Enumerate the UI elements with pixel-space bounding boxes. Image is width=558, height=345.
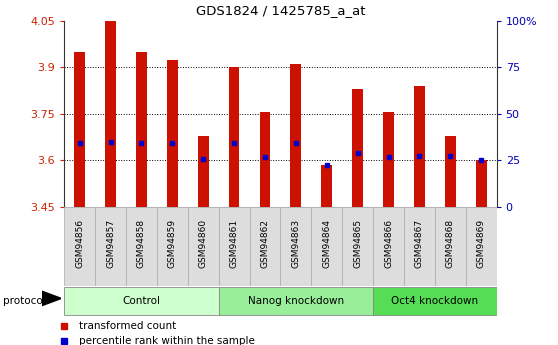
- Text: GSM94863: GSM94863: [291, 219, 300, 268]
- Bar: [167, 60, 177, 207]
- Text: protocol: protocol: [3, 296, 46, 306]
- Bar: [383, 112, 394, 207]
- Bar: [373, 207, 404, 286]
- Text: GSM94865: GSM94865: [353, 219, 362, 268]
- Text: Control: Control: [122, 296, 160, 306]
- Text: GSM94858: GSM94858: [137, 219, 146, 268]
- Bar: [259, 112, 271, 207]
- Bar: [126, 207, 157, 286]
- Bar: [290, 64, 301, 207]
- Bar: [219, 207, 249, 286]
- Text: Oct4 knockdown: Oct4 knockdown: [391, 296, 478, 306]
- Text: GSM94861: GSM94861: [229, 219, 239, 268]
- Bar: [136, 52, 147, 207]
- Text: transformed count: transformed count: [79, 321, 176, 331]
- Title: GDS1824 / 1425785_a_at: GDS1824 / 1425785_a_at: [196, 4, 365, 17]
- Text: GSM94856: GSM94856: [75, 219, 84, 268]
- Bar: [373, 287, 497, 315]
- Polygon shape: [42, 291, 61, 306]
- Bar: [404, 207, 435, 286]
- Bar: [95, 207, 126, 286]
- Text: GSM94867: GSM94867: [415, 219, 424, 268]
- Bar: [64, 287, 219, 315]
- Bar: [466, 207, 497, 286]
- Text: GSM94859: GSM94859: [168, 219, 177, 268]
- Text: GSM94869: GSM94869: [477, 219, 485, 268]
- Bar: [187, 207, 219, 286]
- Text: GSM94862: GSM94862: [261, 219, 270, 268]
- Bar: [105, 21, 116, 207]
- Text: GSM94857: GSM94857: [106, 219, 115, 268]
- Bar: [352, 89, 363, 207]
- Text: GSM94860: GSM94860: [199, 219, 208, 268]
- Bar: [74, 52, 85, 207]
- Bar: [321, 165, 332, 207]
- Bar: [157, 207, 187, 286]
- Text: percentile rank within the sample: percentile rank within the sample: [79, 336, 255, 345]
- Bar: [342, 207, 373, 286]
- Bar: [435, 207, 466, 286]
- Text: GSM94864: GSM94864: [322, 219, 331, 268]
- Bar: [229, 67, 239, 207]
- Bar: [311, 207, 342, 286]
- Bar: [198, 136, 209, 207]
- Bar: [414, 86, 425, 207]
- Text: Nanog knockdown: Nanog knockdown: [248, 296, 344, 306]
- Bar: [64, 207, 95, 286]
- Bar: [219, 287, 373, 315]
- Bar: [445, 136, 456, 207]
- Bar: [280, 207, 311, 286]
- Bar: [476, 160, 487, 207]
- Text: GSM94866: GSM94866: [384, 219, 393, 268]
- Text: GSM94868: GSM94868: [446, 219, 455, 268]
- Bar: [249, 207, 280, 286]
